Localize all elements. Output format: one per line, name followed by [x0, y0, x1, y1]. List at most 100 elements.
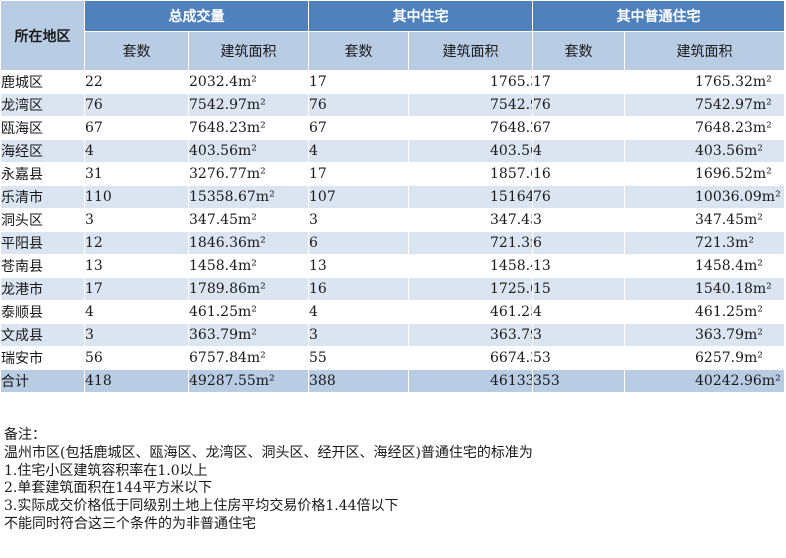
- header-row-groups: 所在地区 总成交量 其中住宅 其中普通住宅: [0, 0, 785, 71]
- cell-residential-area: 15164.58m²: [408, 185, 533, 209]
- cell-residential-area: 7648.23m²: [408, 116, 533, 140]
- cell-ordinary-count: 3: [532, 323, 625, 347]
- cell-ordinary-count: 15: [532, 277, 625, 301]
- cell-region: 瓯海区: [0, 116, 85, 140]
- cell-total-count: 3: [84, 323, 189, 347]
- cell-residential-area: 1765.32m²: [408, 70, 533, 94]
- notes-block: 备注： 温州市区(包括鹿城区、瓯海区、龙湾区、洞头区、经开区、海经区)普通住宅的标…: [4, 427, 784, 534]
- cell-ordinary-count: 6: [532, 231, 625, 255]
- header-group-ordinary: 其中普通住宅: [532, 0, 785, 32]
- cell-total-count: 13: [84, 254, 189, 278]
- cell-ordinary-count: 13: [532, 254, 625, 278]
- cell-ordinary-area: 721.3m²: [624, 231, 785, 255]
- cell-residential-area: 363.79m²: [408, 323, 533, 347]
- cell-region: 文成县: [0, 323, 85, 347]
- cell-total-count: 22: [84, 70, 189, 94]
- cell-region: 泰顺县: [0, 300, 85, 324]
- cell-total-area: 7542.97m²: [188, 93, 309, 117]
- cell-ordinary-area: 1696.52m²: [624, 162, 785, 186]
- header-group-total: 总成交量: [84, 0, 309, 32]
- note-line: 1.住宅小区建筑容积率在1.0以上: [4, 462, 208, 479]
- cell-ordinary-area: 461.25m²: [624, 300, 785, 324]
- cell-total-count: 418: [84, 369, 189, 393]
- cell-total-count: 3: [84, 208, 189, 232]
- cell-residential-area: 46133.93m²: [408, 369, 533, 393]
- header-region: 所在地区: [0, 0, 85, 71]
- cell-residential-area: 1857.68m²: [408, 162, 533, 186]
- cell-residential-count: 3: [308, 208, 409, 232]
- cell-total-area: 7648.23m²: [188, 116, 309, 140]
- header-row-sub: 套数 建筑面积 套数 建筑面积 套数 建筑面积: [1, 31, 785, 71]
- cell-total-area: 2032.4m²: [188, 70, 309, 94]
- header-group-residential: 其中住宅: [308, 0, 533, 32]
- note-line: 备注：: [4, 427, 46, 443]
- cell-region: 瑞安市: [0, 346, 85, 370]
- cell-total-count: 4: [84, 139, 189, 163]
- cell-residential-area: 403.56m²: [408, 139, 533, 163]
- note-line: 3.实际成交价格低于同级别土地上住房平均交易价格1.44倍以下: [4, 498, 399, 515]
- cell-region: 海经区: [0, 139, 85, 163]
- cell-ordinary-area: 363.79m²: [624, 323, 785, 347]
- cell-ordinary-area: 403.56m²: [624, 139, 785, 163]
- cell-total-area: 347.45m²: [188, 208, 309, 232]
- cell-total-count: 12: [84, 231, 189, 255]
- cell-ordinary-count: 76: [532, 93, 625, 117]
- cell-region: 乐清市: [0, 185, 85, 209]
- cell-total-count: 4: [84, 300, 189, 324]
- table-body: 鹿城区222032.4m²171765.32m²171765.32m²龙湾区76…: [0, 70, 785, 393]
- cell-residential-area: 7542.97m²: [408, 93, 533, 117]
- cell-residential-count: 67: [308, 116, 409, 140]
- cell-residential-count: 13: [308, 254, 409, 278]
- cell-ordinary-area: 40242.96m²: [624, 369, 785, 393]
- cell-residential-area: 347.45m²: [408, 208, 533, 232]
- transaction-table: 所在地区 总成交量 其中住宅 其中普通住宅 套数 建筑面积 套数 建筑面积 套数…: [0, 0, 785, 393]
- cell-residential-count: 4: [308, 300, 409, 324]
- cell-total-area: 363.79m²: [188, 323, 309, 347]
- cell-region: 苍南县: [0, 254, 85, 278]
- cell-ordinary-count: 353: [532, 369, 625, 393]
- cell-ordinary-area: 7542.97m²: [624, 93, 785, 117]
- cell-residential-area: 6674.36m²: [408, 346, 533, 370]
- cell-region: 鹿城区: [0, 70, 85, 94]
- cell-residential-count: 388: [308, 369, 409, 393]
- cell-total-count: 17: [84, 277, 189, 301]
- cell-total-area: 3276.77m²: [188, 162, 309, 186]
- note-line: 不能同时符合这三个条件的为非普通住宅: [4, 515, 256, 532]
- cell-ordinary-area: 7648.23m²: [624, 116, 785, 140]
- header-count: 套数: [308, 31, 409, 71]
- cell-region: 平阳县: [0, 231, 85, 255]
- cell-residential-count: 4: [308, 139, 409, 163]
- cell-ordinary-area: 6257.9m²: [624, 346, 785, 370]
- cell-residential-count: 107: [308, 185, 409, 209]
- cell-region: 合计: [0, 369, 85, 393]
- cell-residential-area: 461.25m²: [408, 300, 533, 324]
- header-count: 套数: [84, 31, 189, 71]
- cell-total-area: 1458.4m²: [188, 254, 309, 278]
- cell-ordinary-count: 17: [532, 70, 625, 94]
- cell-ordinary-count: 53: [532, 346, 625, 370]
- cell-ordinary-count: 3: [532, 208, 625, 232]
- cell-residential-count: 6: [308, 231, 409, 255]
- note-line: 温州市区(包括鹿城区、瓯海区、龙湾区、洞头区、经开区、海经区)普通住宅的标准为: [4, 444, 533, 461]
- cell-region: 洞头区: [0, 208, 85, 232]
- header-area: 建筑面积: [624, 31, 785, 71]
- header-count: 套数: [532, 31, 625, 71]
- cell-total-count: 76: [84, 93, 189, 117]
- cell-ordinary-area: 10036.09m²: [624, 185, 785, 209]
- cell-total-count: 31: [84, 162, 189, 186]
- cell-residential-area: 1458.4m²: [408, 254, 533, 278]
- cell-ordinary-area: 1540.18m²: [624, 277, 785, 301]
- cell-total-count: 56: [84, 346, 189, 370]
- cell-residential-count: 17: [308, 162, 409, 186]
- cell-total-area: 1846.36m²: [188, 231, 309, 255]
- cell-total-area: 403.56m²: [188, 139, 309, 163]
